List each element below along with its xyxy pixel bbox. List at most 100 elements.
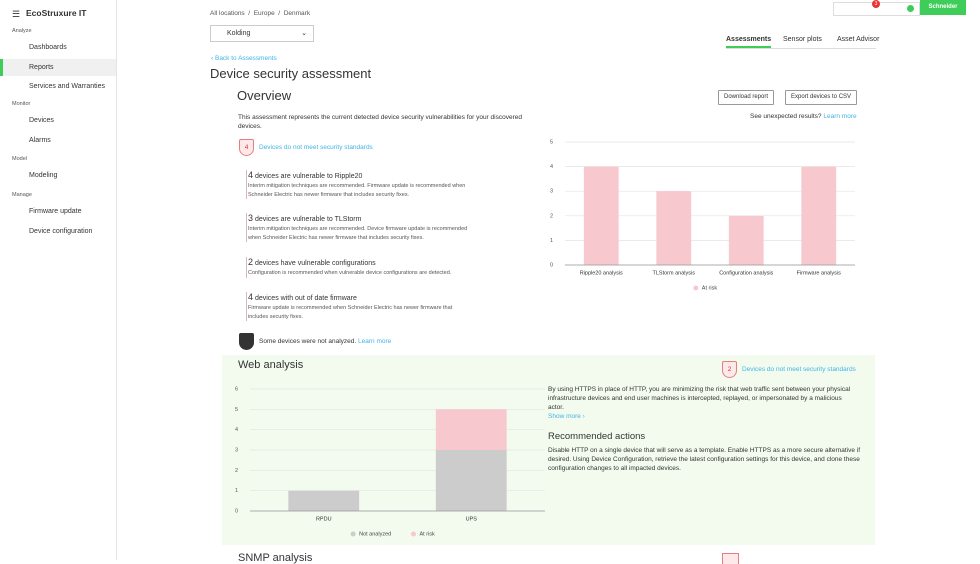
finding: 4 devices are vulnerable to Ripple20 Inte… [246,170,473,199]
y-tick-label: 4 [235,427,238,433]
bar [801,166,837,265]
chevron: ⌄ [301,30,307,37]
location: Kolding [227,30,251,37]
breadcrumb-link[interactable]: All locations [210,10,245,17]
nav-section: Monitor [12,101,31,107]
nav-item[interactable]: Device configuration [29,227,93,235]
y-tick-label: 0 [235,508,238,514]
nav-item[interactable]: Dashboards [29,44,67,51]
nav-item[interactable]: Services and Warranties [29,83,105,90]
link[interactable]: Learn more [823,113,857,120]
nav-item[interactable]: Reports [0,58,116,76]
section-title: Web analysis [238,359,304,371]
y-tick-label: 5 [550,139,553,145]
nav-section: Model [12,156,27,162]
x-tick-label: Configuration analysis [719,270,773,276]
bar [435,409,507,450]
legend-label: At risk [702,285,718,291]
finding-count: 2 [248,257,254,267]
finding-text: devices with out of date firmware [254,295,357,302]
risk-badge [722,553,739,564]
info-badge [239,333,254,350]
show-more: Show more [548,413,581,420]
description: This assessment represents the current d… [238,114,522,130]
finding-title: 4 devices are vulnerable to Ripple20 [248,170,473,180]
not-analyzed-text: Some devices were not analyzed. [259,338,357,345]
notification-badge: 3 [872,0,880,8]
unexpected-text: See unexpected results? [750,113,822,120]
risk-badge: 2 [722,361,737,378]
finding: 2 devices have vulnerable configurations… [246,257,473,278]
button[interactable]: Download report [718,90,775,105]
x-tick-label: Ripple20 analysis [580,270,623,276]
nav-item[interactable]: Modeling [29,172,58,179]
breadcrumb-link[interactable]: Europe [253,10,275,17]
not-analyzed: Some devices were not analyzed. Learn mo… [259,338,391,345]
finding-detail: Firmware update is recommended when Schn… [248,305,453,320]
nav-item[interactable]: Firmware update [29,208,82,215]
finding-title: 4 devices with out of date firmware [248,292,473,302]
subtitle: Recommended actions [548,431,646,442]
y-tick-label: 5 [235,407,238,413]
logo: Schneider [920,0,966,15]
brand: EcoStruxure IT [26,8,87,18]
finding-text: devices have vulnerable configurations [254,260,376,267]
finding-text: devices are vulnerable to Ripple20 [254,173,363,180]
link[interactable]: Devices do not meet security standards [742,366,856,373]
finding-count: 3 [248,213,254,223]
finding-title: 2 devices have vulnerable configurations [248,257,473,267]
finding: 3 devices are vulnerable to TLStorm Inter… [246,213,473,242]
nav-section: Manage [12,192,32,198]
link[interactable]: Devices do not meet security standards [259,144,373,151]
y-tick-label: 6 [235,386,238,392]
y-tick-label: 3 [235,447,238,453]
finding: 4 devices with out of date firmware Firmw… [246,292,473,321]
link[interactable]: Show more › [548,413,585,420]
actions: Disable HTTP on a single device that wil… [548,447,861,472]
bar [728,215,764,265]
status-dot [907,5,914,12]
risk-badge: 4 [239,139,254,156]
nav-item[interactable]: Alarms [29,136,51,144]
y-tick-label: 2 [235,468,238,474]
button[interactable]: Export devices to CSV [785,90,858,105]
legend-label: Not analyzed [359,531,391,537]
finding-detail: Interim mitigation techniques are recomm… [248,226,468,241]
sidebar: ☰ EcoStruxure IT Analyze Dashboards Report… [0,0,117,560]
breadcrumb: All locations / Europe / Denmark [210,10,311,17]
unexpected: See unexpected results? Learn more [750,113,857,120]
y-tick-label: 3 [550,189,553,195]
x-tick-label: UPS [466,516,478,522]
y-tick-label: 1 [550,238,553,244]
x-tick-label: TLStorm analysis [653,270,696,276]
bar [435,450,507,511]
y-tick-label: 0 [550,262,553,268]
link[interactable]: Learn more [358,338,392,345]
legend-label: At risk [420,531,436,537]
finding-text: devices are vulnerable to TLStorm [254,216,362,223]
page-title: Device security assessment [210,66,372,81]
legend-swatch [693,285,699,291]
bar [656,191,692,265]
finding-detail: Configuration is recommended when vulner… [248,270,452,276]
finding-count: 4 [248,292,254,302]
tab[interactable]: Assessments [726,36,772,48]
breadcrumb-link[interactable]: Denmark [283,10,311,17]
legend-swatch [350,531,356,537]
finding-count: 4 [248,170,254,180]
y-tick-label: 1 [235,488,238,494]
bar [288,490,360,511]
back-link[interactable]: ‹ Back to Assessments [211,55,277,62]
location-select[interactable]: Kolding ⌄ [210,25,314,42]
tab-divider [726,48,876,49]
nav-item[interactable]: Devices [29,117,54,124]
nav-section: Analyze [12,28,32,34]
bar [583,166,619,265]
tab[interactable]: Asset Advisor [837,36,880,43]
y-tick-label: 2 [550,213,553,219]
finding-detail: Interim mitigation techniques are recomm… [248,183,466,198]
menu-icon[interactable]: ☰ [12,9,21,19]
tab[interactable]: Sensor plots [783,36,822,43]
